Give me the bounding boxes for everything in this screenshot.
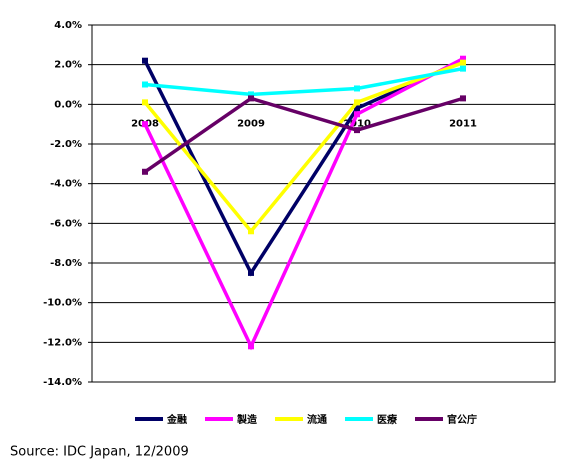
series-line <box>143 61 464 235</box>
point-marker <box>354 99 360 106</box>
x-tick-label: 2011 <box>449 118 477 129</box>
point-marker <box>248 228 254 235</box>
legend-label: 流通 <box>307 413 327 426</box>
point-marker <box>460 59 466 66</box>
y-tick-label: -2.0% <box>50 139 82 150</box>
point-marker <box>248 91 254 98</box>
y-tick-label: -14.0% <box>43 377 82 388</box>
x-tick-label: 2010 <box>343 118 371 129</box>
legend-label: 官公庁 <box>447 413 477 426</box>
legend-label: 金融 <box>166 413 187 426</box>
point-marker <box>460 95 466 102</box>
point-marker <box>248 95 254 102</box>
point-marker <box>142 168 148 175</box>
y-tick-label: -8.0% <box>50 258 82 269</box>
x-tick-label: 2009 <box>237 118 265 129</box>
series-line <box>144 96 464 174</box>
y-tick-label: 0.0% <box>54 99 82 110</box>
point-marker <box>142 121 148 128</box>
point-marker <box>354 127 360 134</box>
point-marker <box>354 85 360 92</box>
point-marker <box>460 65 466 72</box>
point-marker <box>142 81 148 88</box>
legend-label: 製造 <box>236 413 258 426</box>
point-marker <box>354 105 360 112</box>
point-marker <box>142 57 148 64</box>
series-line <box>143 57 464 351</box>
point-marker <box>460 55 466 62</box>
point-marker <box>354 111 360 118</box>
y-tick-label: -4.0% <box>50 179 82 190</box>
plot-border <box>91 24 556 383</box>
y-tick-label: 4.0% <box>54 20 82 31</box>
legend-label: 医療 <box>377 413 397 426</box>
series-line <box>144 66 464 97</box>
y-tick-label: -6.0% <box>50 218 82 229</box>
point-marker <box>248 343 254 350</box>
point-marker <box>142 99 148 106</box>
y-tick-label: 2.0% <box>54 60 82 71</box>
point-marker <box>248 269 254 276</box>
y-tick-label: -10.0% <box>43 298 82 309</box>
source-note: Source: IDC Japan, 12/2009 <box>10 445 189 460</box>
y-tick-label: -12.0% <box>43 337 82 348</box>
